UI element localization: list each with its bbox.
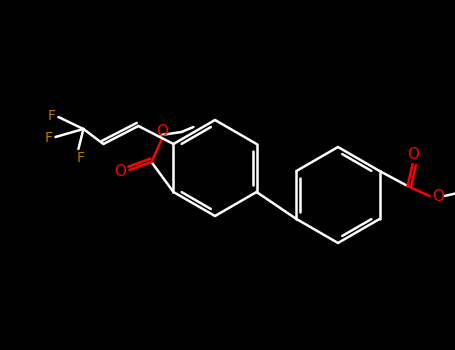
Text: F: F <box>47 109 56 123</box>
Text: O: O <box>408 147 420 162</box>
Text: O: O <box>433 189 445 204</box>
Text: O: O <box>114 163 126 178</box>
Text: O: O <box>157 124 168 139</box>
Text: F: F <box>45 131 52 145</box>
Text: F: F <box>76 151 85 165</box>
